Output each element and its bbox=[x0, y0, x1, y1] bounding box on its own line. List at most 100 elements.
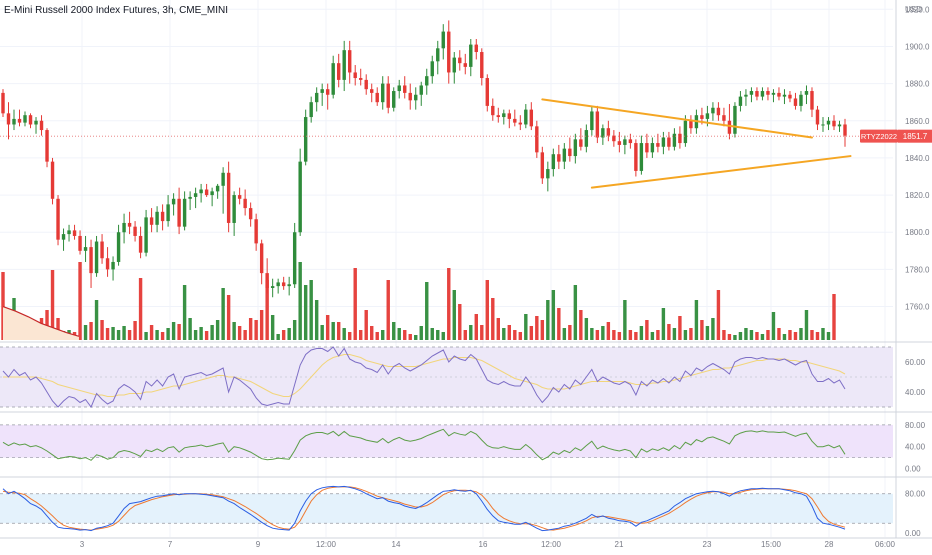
candle-body bbox=[83, 247, 88, 251]
volume-bar bbox=[111, 327, 115, 340]
candle-body bbox=[226, 172, 231, 223]
volume-bar bbox=[656, 330, 660, 340]
volume-bar bbox=[716, 290, 721, 340]
volume-bar bbox=[392, 322, 396, 340]
candle-body bbox=[562, 148, 567, 162]
volume-bar bbox=[1, 272, 5, 340]
volume-bar bbox=[667, 324, 671, 340]
volume-bar bbox=[595, 330, 600, 340]
volume-bar bbox=[353, 268, 357, 340]
candle-body bbox=[265, 273, 269, 288]
time-axis-tick-label: 12:00 bbox=[541, 540, 562, 549]
volume-bar bbox=[749, 330, 754, 340]
volume-bar bbox=[122, 326, 126, 340]
volume-bar bbox=[336, 322, 341, 340]
candle-body bbox=[232, 195, 236, 223]
volume-bar bbox=[314, 300, 319, 340]
volume-bar bbox=[237, 326, 242, 340]
volume-bar bbox=[694, 300, 699, 340]
candle-body bbox=[502, 113, 506, 118]
candle-body bbox=[782, 94, 787, 97]
volume-bar bbox=[221, 288, 225, 340]
volume-bar bbox=[793, 332, 798, 340]
volume-bar bbox=[711, 318, 715, 340]
volume-bar bbox=[303, 285, 308, 340]
currency-label: USD bbox=[905, 5, 922, 14]
volume-bar bbox=[281, 330, 286, 340]
candle-body bbox=[298, 161, 302, 233]
volume-bar bbox=[160, 332, 165, 340]
volume-bar bbox=[78, 262, 82, 340]
candle-body bbox=[111, 261, 115, 270]
volume-bar bbox=[744, 328, 748, 340]
volume-bar bbox=[639, 326, 644, 340]
volume-bar bbox=[155, 330, 159, 340]
volume-bar bbox=[727, 334, 732, 340]
candle-body bbox=[166, 204, 170, 222]
volume-bar bbox=[529, 326, 534, 340]
candle-body bbox=[39, 120, 44, 131]
volume-bar bbox=[788, 330, 792, 340]
volume-bar bbox=[491, 298, 495, 340]
candle-body bbox=[485, 78, 489, 106]
candle-body bbox=[678, 133, 682, 144]
volume-bar bbox=[419, 326, 423, 340]
candle-body bbox=[34, 120, 38, 125]
candle-body bbox=[507, 113, 512, 119]
candle-body bbox=[672, 133, 677, 147]
candle-body bbox=[458, 57, 462, 64]
rsi-ma-line bbox=[3, 354, 846, 397]
volume-bar bbox=[309, 280, 313, 340]
time-axis-tick-label: 9 bbox=[256, 540, 261, 549]
candle-body bbox=[815, 109, 820, 125]
stoch-axis-tick-label: 0.00 bbox=[905, 529, 921, 538]
trendline-lower[interactable] bbox=[590, 155, 852, 189]
candle-body bbox=[733, 105, 737, 134]
volume-bar bbox=[265, 280, 269, 340]
volume-bar bbox=[480, 325, 484, 340]
candle-body bbox=[722, 115, 726, 121]
candle-body bbox=[568, 148, 572, 157]
candle-body bbox=[832, 120, 836, 127]
volume-bar bbox=[193, 330, 198, 340]
candle-body bbox=[645, 143, 649, 153]
candle-body bbox=[826, 120, 831, 125]
volume-bar bbox=[292, 320, 297, 340]
volume-bar bbox=[463, 330, 467, 340]
volume-bar bbox=[568, 325, 572, 340]
volume-bar bbox=[524, 314, 528, 340]
candle-body bbox=[370, 89, 374, 93]
candle-body bbox=[122, 222, 126, 233]
volume-bar bbox=[276, 334, 280, 340]
candle-body bbox=[320, 89, 324, 93]
candle-body bbox=[606, 128, 611, 136]
candle-body bbox=[771, 92, 776, 95]
candle-body bbox=[12, 118, 16, 125]
volume-bar bbox=[628, 330, 633, 340]
stoch-axis-tick-label: 80.00 bbox=[905, 490, 926, 499]
candle-body bbox=[314, 92, 319, 103]
stoch-k-line bbox=[2, 485, 846, 532]
candle-body bbox=[480, 52, 484, 79]
candle-body bbox=[590, 111, 594, 131]
volume-bar bbox=[579, 310, 583, 340]
candle-body bbox=[364, 79, 368, 90]
candle-body bbox=[331, 63, 335, 95]
volume-bar bbox=[248, 318, 253, 340]
candle-body bbox=[336, 63, 341, 80]
time-axis-tick-label: 3 bbox=[80, 540, 85, 549]
candle-body bbox=[50, 161, 55, 199]
trendline-upper[interactable] bbox=[541, 98, 813, 139]
candle-body bbox=[705, 113, 710, 119]
candle-body bbox=[496, 115, 501, 118]
candle-body bbox=[595, 111, 600, 138]
candle-body bbox=[667, 137, 671, 147]
candle-body bbox=[738, 96, 743, 106]
time-axis-tick-label: 21 bbox=[615, 540, 624, 549]
candle-body bbox=[210, 191, 214, 196]
volume-bar bbox=[672, 328, 677, 340]
candle-body bbox=[138, 235, 143, 253]
candle-body bbox=[248, 208, 253, 220]
